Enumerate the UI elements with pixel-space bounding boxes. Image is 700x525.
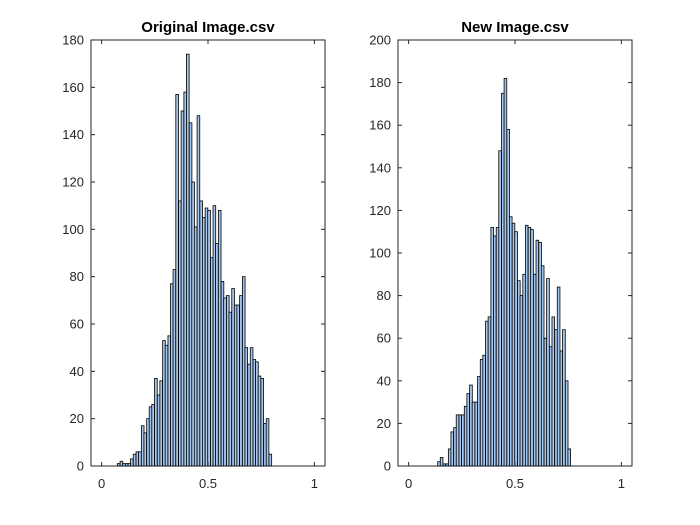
y-tick-label-original-9: 180: [62, 33, 84, 48]
bar-original-26: [186, 53, 190, 467]
bar-new-25: [503, 77, 508, 467]
y-tick-label-new-8: 160: [369, 118, 391, 133]
bar-new-49: [567, 448, 571, 467]
bar-new-3: [445, 463, 449, 467]
histogram-new-image: New Image.csv 0 20 40 60 80 100 120 140 160 180 20…: [369, 19, 633, 491]
bar-new-39: [540, 265, 545, 467]
bar-original-22: [175, 94, 179, 467]
x-tick-label-new-2: 1: [618, 476, 625, 491]
x-tick-label-new-0: 0: [405, 476, 412, 491]
bar-original-57: [268, 453, 273, 467]
bar-original-0: [116, 463, 121, 467]
bar-new-48: [564, 380, 569, 467]
bar-new-17: [482, 354, 486, 467]
bar-original-34: [207, 209, 211, 467]
y-tick-label-original-8: 160: [62, 80, 84, 95]
bar-new-5: [450, 431, 454, 467]
bar-new-31: [519, 295, 524, 467]
chart-title-new: New Image.csv: [461, 19, 569, 36]
y-tick-label-new-6: 120: [369, 203, 391, 218]
y-tick-label-original-3: 60: [70, 317, 84, 332]
x-tick-label-new-1: 0.5: [506, 476, 524, 491]
y-tick-label-original-6: 120: [62, 175, 84, 190]
bar-new-13: [471, 401, 476, 467]
y-tick-label-new-4: 80: [377, 288, 391, 303]
y-axis-new: 0 20 40 60 80 100 120 140 160 180 200: [369, 33, 632, 474]
bar-original-32: [202, 217, 206, 467]
x-axis-new: 0 0.5 1: [405, 40, 625, 491]
bar-original-5: [130, 458, 134, 467]
bars-new: [437, 77, 571, 467]
bar-original-13: [151, 404, 155, 467]
bar-original-29: [193, 226, 198, 467]
bar-new-11: [466, 393, 470, 467]
bar-new-35: [530, 229, 534, 467]
y-tick-label-original-2: 40: [70, 364, 84, 379]
y-tick-label-new-3: 60: [377, 331, 391, 346]
y-tick-label-new-10: 200: [369, 33, 391, 48]
y-tick-label-new-5: 100: [369, 246, 391, 261]
y-tick-label-original-5: 100: [62, 222, 84, 237]
bar-new-37: [535, 239, 540, 467]
bar-original-6: [132, 453, 137, 467]
bar-new-47: [562, 329, 566, 467]
bar-new-43: [551, 316, 556, 467]
bar-original-48: [244, 347, 249, 467]
y-tick-label-new-9: 180: [369, 75, 391, 90]
y-axis-original: 0 20 40 60 80 100 120 140 160 180: [62, 33, 325, 474]
y-tick-label-new-1: 20: [377, 416, 391, 431]
x-tick-label-original-0: 0: [98, 476, 105, 491]
bar-original-42: [228, 311, 233, 467]
bar-original-16: [159, 380, 163, 467]
bar-new-1: [439, 457, 444, 467]
y-tick-label-new-7: 140: [369, 160, 391, 175]
bar-new-29: [514, 231, 518, 467]
bar-original-37: [215, 243, 219, 467]
y-tick-label-new-2: 40: [377, 373, 391, 388]
bar-new-15: [477, 376, 481, 467]
chart-title-original: Original Image.csv: [141, 19, 275, 36]
bar-new-21: [493, 235, 497, 467]
bar-original-56: [265, 418, 270, 467]
bar-original-21: [172, 269, 177, 467]
y-tick-label-original-4: 80: [70, 269, 84, 284]
bar-new-19: [487, 316, 492, 467]
bar-original-18: [164, 344, 169, 467]
bar-original-54: [260, 378, 264, 467]
bar-original-24: [180, 110, 185, 467]
bar-new-9: [461, 414, 465, 467]
bar-original-40: [223, 297, 227, 467]
y-tick-label-original-1: 20: [70, 411, 84, 426]
bar-new-41: [546, 278, 550, 467]
bar-new-45: [556, 286, 561, 467]
bar-original-46: [239, 295, 243, 467]
bar-original-8: [138, 451, 142, 467]
bar-original-2: [122, 463, 126, 467]
x-axis-original: 0 0.5 1: [98, 40, 318, 491]
bar-new-23: [498, 150, 502, 467]
bars-original: [116, 53, 273, 467]
histogram-original-image: Original Image.csv 0 20 40 60 80 100 120 140 160…: [62, 19, 326, 491]
bar-original-14: [154, 378, 158, 467]
bar-original-50: [249, 347, 254, 467]
x-tick-label-original-2: 1: [311, 476, 318, 491]
y-tick-label-new-0: 0: [384, 459, 391, 474]
bar-original-53: [257, 375, 262, 467]
x-tick-label-original-1: 0.5: [199, 476, 217, 491]
bar-new-27: [509, 216, 513, 467]
bar-original-38: [217, 209, 222, 467]
y-tick-label-original-0: 0: [77, 459, 84, 474]
bar-new-33: [524, 224, 529, 467]
y-tick-label-original-7: 140: [62, 127, 84, 142]
bar-original-10: [143, 432, 147, 467]
bar-original-30: [196, 115, 201, 467]
bar-original-45: [236, 304, 240, 467]
bar-new-7: [455, 414, 460, 467]
